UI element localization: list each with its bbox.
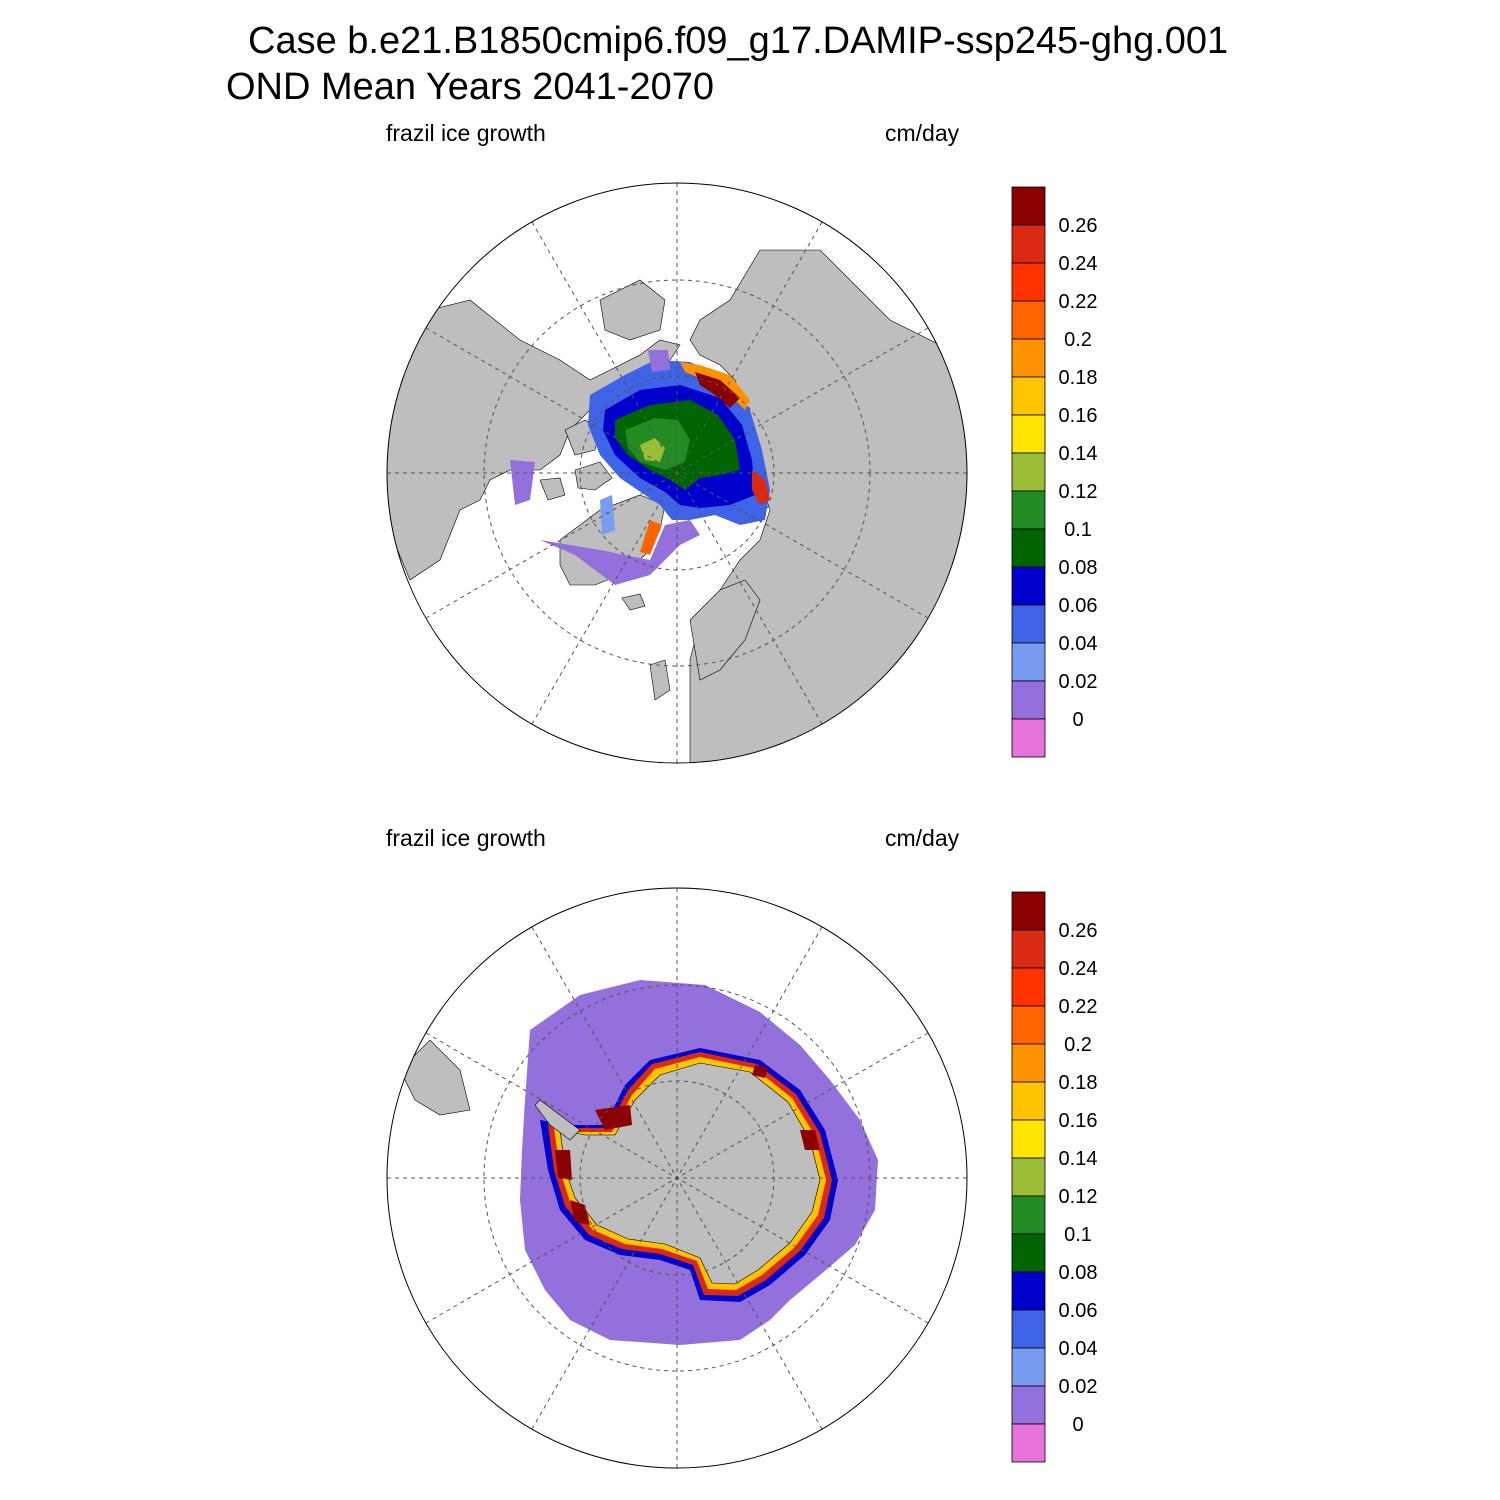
colorbar-box xyxy=(1011,1005,1046,1045)
south-field-hotspots xyxy=(555,1065,820,1225)
colorbar-box xyxy=(1011,338,1046,378)
south-america-land xyxy=(399,1039,471,1116)
hotspot-ross xyxy=(570,1200,590,1225)
field-level-0.12 xyxy=(640,438,665,462)
colorbar-box xyxy=(1011,490,1046,530)
colorbar-box xyxy=(1011,262,1046,302)
hotspot-weddell xyxy=(595,1105,632,1130)
colorbar-box xyxy=(1011,1043,1046,1083)
colorbar-box xyxy=(1011,1385,1046,1425)
south-graticule xyxy=(387,888,967,1468)
north-map-border xyxy=(386,182,968,764)
alaska-land xyxy=(599,279,666,341)
field-ice-edge-east xyxy=(752,470,770,505)
colorbar-box xyxy=(1011,1233,1046,1273)
colorbar-tick-label: 0.04 xyxy=(1059,633,1098,655)
north-graticule xyxy=(387,183,967,763)
colorbar-tick-label: 0.08 xyxy=(1059,557,1098,579)
colorbar-box xyxy=(1011,300,1046,340)
colorbar-box xyxy=(1011,967,1046,1007)
colorbar-box xyxy=(1011,452,1046,492)
uk-land xyxy=(649,659,671,701)
colorbar-tick-label: 0.22 xyxy=(1059,291,1098,313)
colorbar-box xyxy=(1011,528,1046,568)
north-colorbar: 0.26 0.24 0.22 0.2 0.18 0.16 0.14 0.12 0.1 0.08 0.… xyxy=(1011,186,1098,758)
colorbar-tick-label: 0.26 xyxy=(1059,920,1098,942)
colorbar-box xyxy=(1011,224,1046,264)
colorbar-tick-label: 0.24 xyxy=(1059,253,1098,275)
colorbar-tick-label: 0.12 xyxy=(1059,481,1098,503)
colorbar-box xyxy=(1011,566,1046,606)
colorbar-box xyxy=(1011,1347,1046,1387)
south-map-border xyxy=(386,887,968,1469)
colorbar-tick-label: 0.16 xyxy=(1059,405,1098,427)
south-right-label: cm/day xyxy=(885,825,960,851)
colorbar-box xyxy=(1011,604,1046,644)
colorbar-tick-label: 0.06 xyxy=(1059,595,1098,617)
north-right-label: cm/day xyxy=(885,120,960,146)
colorbar-tick-label: 0.18 xyxy=(1059,1072,1098,1094)
colorbar-box xyxy=(1011,414,1046,454)
colorbar-tick-label: 0.02 xyxy=(1059,1376,1098,1398)
eurasia-siberia-land xyxy=(689,249,967,763)
south-polar-map xyxy=(386,887,968,1469)
chart-title-line1: Case b.e21.B1850cmip6.f09_g17.DAMIP-ssp2… xyxy=(248,20,1229,62)
hotspot-east-2 xyxy=(752,1065,768,1078)
colorbar-tick-label: 0.16 xyxy=(1059,1110,1098,1132)
colorbar-tick-label: 0.14 xyxy=(1059,443,1098,465)
colorbar-box xyxy=(1011,1309,1046,1349)
colorbar-box xyxy=(1011,891,1046,931)
field-bering-blob xyxy=(648,350,670,372)
colorbar-tick-label: 0 xyxy=(1072,709,1083,731)
north-land xyxy=(387,249,967,763)
field-ice-edge-red xyxy=(695,372,740,408)
colorbar-tick-label: 0.2 xyxy=(1064,1034,1092,1056)
colorbar-box xyxy=(1011,1119,1046,1159)
colorbar-box xyxy=(1011,1195,1046,1235)
scandinavia-land xyxy=(689,579,761,681)
colorbar-box xyxy=(1011,186,1046,226)
north-frazil-field xyxy=(510,350,770,585)
colorbar-tick-label: 0.02 xyxy=(1059,671,1098,693)
colorbar-tick-label: 0.2 xyxy=(1064,329,1092,351)
chart-title-line2: OND Mean Years 2041-2070 xyxy=(226,66,714,108)
field-baffin-bay xyxy=(600,495,615,535)
colorbar-tick-label: 0.26 xyxy=(1059,215,1098,237)
colorbar-box xyxy=(1011,1423,1046,1463)
north-polar-map xyxy=(386,182,968,764)
colorbar-box xyxy=(1011,376,1046,416)
south-colorbar: 0.26 0.24 0.22 0.2 0.18 0.16 0.14 0.12 0.1 0.08 0.… xyxy=(1011,891,1098,1463)
colorbar-tick-label: 0.24 xyxy=(1059,958,1098,980)
colorbar-box xyxy=(1011,929,1046,969)
colorbar-box xyxy=(1011,1081,1046,1121)
antarctic-peninsula-land xyxy=(534,1099,581,1141)
field-ice-edge-atlantic xyxy=(640,520,662,555)
colorbar-tick-label: 0.04 xyxy=(1059,1338,1098,1360)
colorbar-tick-label: 0.1 xyxy=(1064,519,1092,541)
colorbar-box xyxy=(1011,1157,1046,1197)
colorbar-tick-label: 0.06 xyxy=(1059,1300,1098,1322)
field-hudson-bay xyxy=(510,460,535,505)
colorbar-tick-label: 0.08 xyxy=(1059,1262,1098,1284)
colorbar-tick-label: 0 xyxy=(1072,1414,1083,1436)
north-left-label: frazil ice growth xyxy=(386,120,546,146)
colorbar-box xyxy=(1011,1271,1046,1311)
colorbar-tick-label: 0.12 xyxy=(1059,1186,1098,1208)
colorbar-box xyxy=(1011,680,1046,720)
colorbar-tick-label: 0.14 xyxy=(1059,1148,1098,1170)
colorbar-tick-label: 0.22 xyxy=(1059,996,1098,1018)
colorbar-box xyxy=(1011,642,1046,682)
hotspot-east-1 xyxy=(800,1130,820,1150)
colorbar-box xyxy=(1011,718,1046,758)
colorbar-tick-label: 0.1 xyxy=(1064,1224,1092,1246)
iceland-land xyxy=(621,593,646,611)
hotspot-amundsen xyxy=(555,1150,572,1180)
field-peripheral-purple xyxy=(540,520,700,585)
south-left-label: frazil ice growth xyxy=(386,825,546,851)
colorbar-tick-label: 0.18 xyxy=(1059,367,1098,389)
